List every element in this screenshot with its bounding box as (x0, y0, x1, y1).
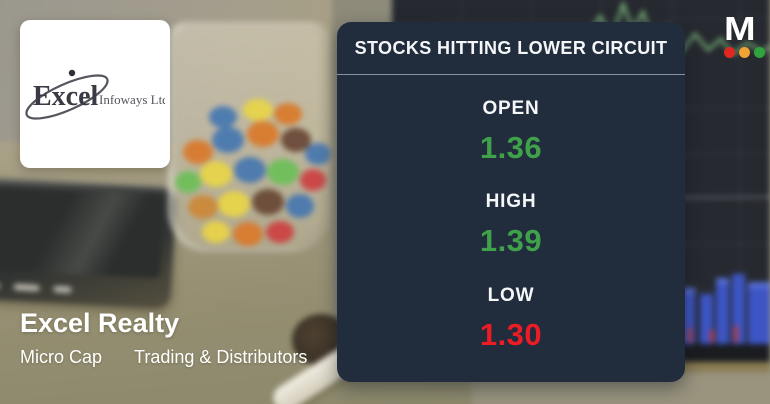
stat-open-value: 1.36 (479, 129, 543, 165)
candies (175, 99, 330, 246)
panel-body: OPEN 1.36 HIGH 1.39 LOW 1.30 (337, 75, 685, 382)
smartphone-ports (0, 280, 152, 300)
company-logo: Excel Infoways Ltd (25, 69, 165, 120)
brand-dot-amber (739, 47, 750, 58)
panel-title: STOCKS HITTING LOWER CIRCUIT (354, 37, 668, 58)
smartphone (0, 176, 178, 310)
logo-secondary-text: Infoways Ltd (99, 92, 165, 107)
brand-dot-red (724, 47, 735, 58)
logo-primary-text: Excel (33, 81, 99, 112)
stat-low-value: 1.30 (479, 317, 543, 353)
stat-open: OPEN 1.36 (337, 98, 685, 166)
tag-sector: Trading & Distributors (134, 347, 308, 367)
brand-dot-green (754, 47, 765, 58)
brand-dots (724, 47, 765, 58)
tag-row: Micro Cap Trading & Distributors (20, 347, 307, 368)
brand-letter-m: M (724, 10, 756, 47)
candy-jar (168, 22, 330, 252)
brand-logo: M (724, 10, 770, 58)
tag-market-cap: Micro Cap (20, 347, 103, 367)
stat-low: LOW 1.30 (337, 285, 685, 353)
company-name: Excel Realty (20, 308, 180, 338)
stat-open-label: OPEN (482, 97, 540, 119)
stat-high: HIGH 1.39 (337, 191, 685, 259)
stat-high-label: HIGH (485, 191, 537, 213)
stat-low-label: LOW (487, 285, 535, 307)
footer-info: Excel Realty Micro Cap Trading & Distrib… (20, 308, 307, 368)
stat-high-value: 1.39 (479, 223, 543, 259)
panel-header: STOCKS HITTING LOWER CIRCUIT (337, 22, 685, 75)
logo-card: Excel Infoways Ltd (20, 20, 170, 168)
stats-panel: STOCKS HITTING LOWER CIRCUIT OPEN 1.36 H… (337, 22, 685, 382)
smartphone-screen (0, 185, 165, 279)
